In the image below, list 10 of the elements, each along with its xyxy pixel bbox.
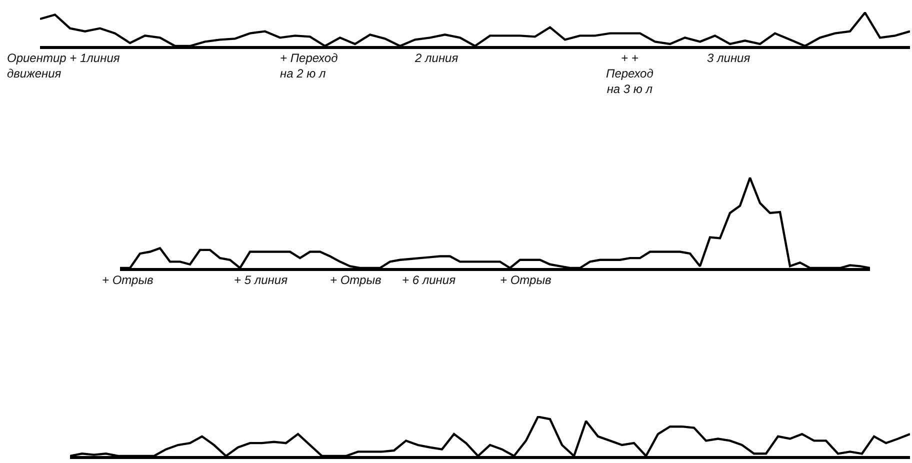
text: + 5 линия (234, 273, 288, 287)
text: + Отрыв (500, 273, 552, 287)
text: + 6 линия (402, 273, 456, 287)
text: + + Переход на 3 ю л (606, 51, 654, 96)
text: + Переход на 2 ю л (280, 51, 338, 81)
text: + Отрыв (102, 273, 154, 287)
text: + Отрыв (330, 273, 382, 287)
text: 2 линия (414, 51, 459, 65)
text: 3 линия (707, 51, 751, 65)
text: Ориентир + 1линия движения (7, 51, 120, 81)
